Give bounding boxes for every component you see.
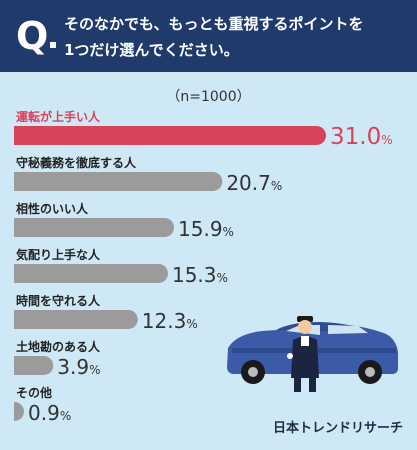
bar <box>14 218 175 237</box>
category-label: その他 <box>16 385 52 400</box>
value-label: 3.9% <box>57 355 100 379</box>
brand-logo: 日本トレンドリサーチ <box>272 421 403 436</box>
question-header: Q そのなかでも、もっとも重視するポイントを 1つだけ選んでください。 <box>0 0 417 72</box>
bar <box>14 356 54 375</box>
category-label: 土地勘のある人 <box>16 339 101 354</box>
category-label: 運転が上手い人 <box>16 109 101 124</box>
question-line-2: 1つだけ選んでください。 <box>64 41 239 59</box>
chauffeur-icon <box>287 316 319 392</box>
value-label: 20.7% <box>226 171 282 195</box>
q-mark: Q <box>16 14 49 58</box>
value-label: 31.0% <box>330 124 393 150</box>
category-label: 守秘義務を徹底する人 <box>16 155 137 170</box>
q-dot <box>50 42 56 48</box>
category-label: 気配り上手な人 <box>16 247 101 262</box>
value-label: 12.3% <box>142 309 198 333</box>
bar <box>14 264 168 283</box>
question-line-1: そのなかでも、もっとも重視するポイントを <box>64 15 364 33</box>
category-label: 相性のいい人 <box>16 201 89 216</box>
bar <box>14 310 138 329</box>
value-label: 15.3% <box>172 263 228 287</box>
bar <box>14 126 326 145</box>
category-label: 時間を守れる人 <box>16 293 101 308</box>
bar <box>14 402 24 421</box>
value-label: 15.9% <box>178 217 234 241</box>
sample-size: （n=1000） <box>166 89 251 105</box>
bar <box>14 172 223 191</box>
value-label: 0.9% <box>28 401 71 425</box>
